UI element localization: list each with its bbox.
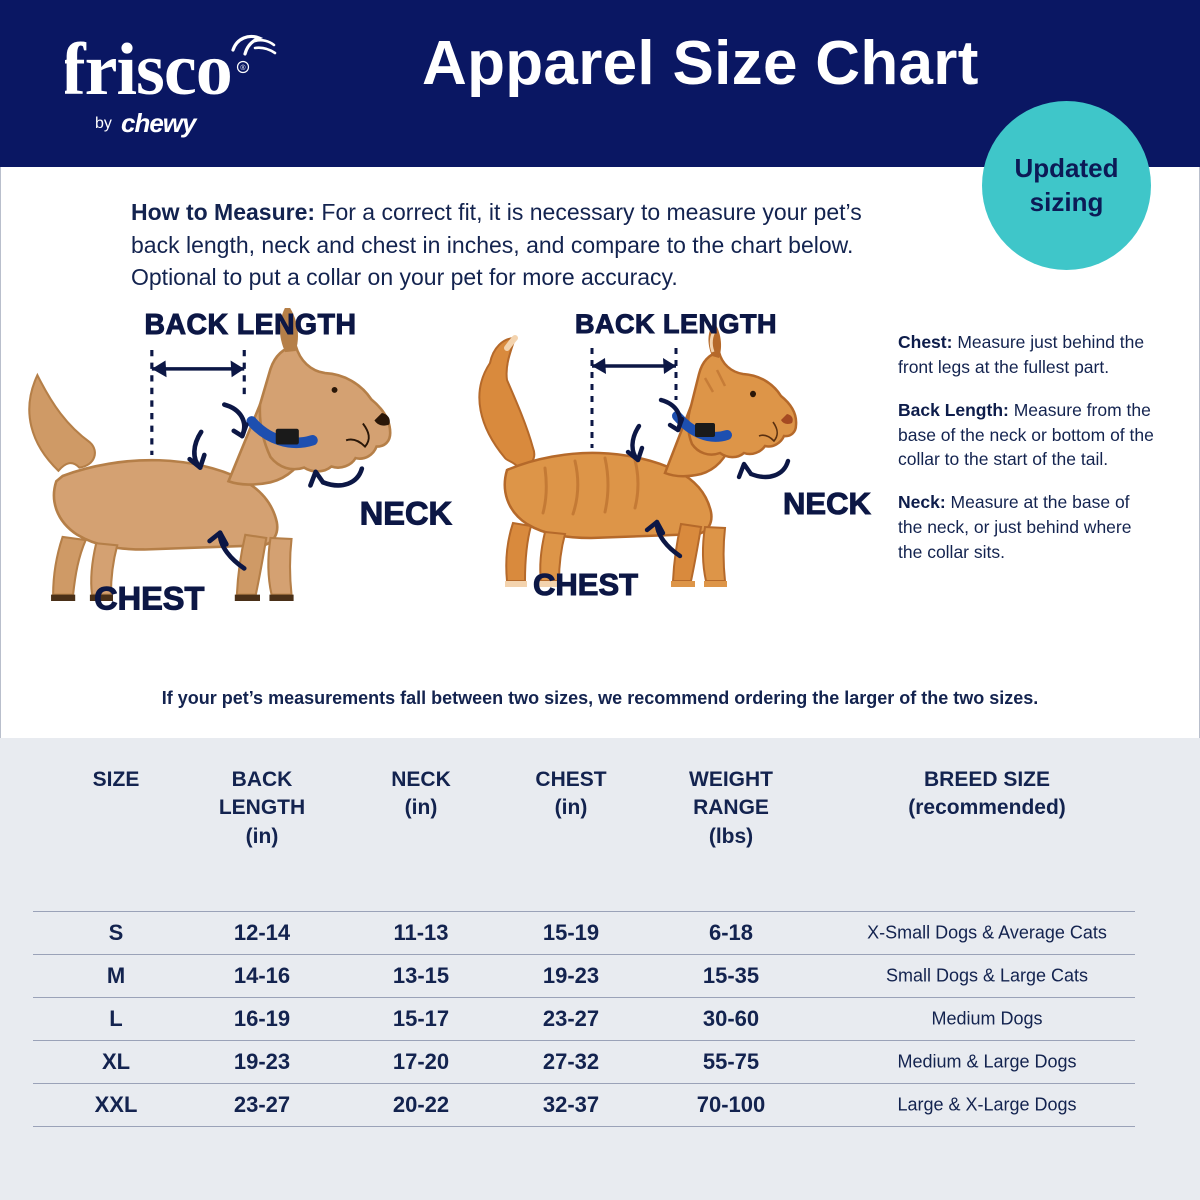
svg-text:BACK LENGTH: BACK LENGTH xyxy=(145,309,357,341)
svg-text:NECK: NECK xyxy=(360,495,453,531)
svg-text:CHEST: CHEST xyxy=(533,567,638,602)
svg-text:chewy: chewy xyxy=(121,108,198,138)
svg-text:BACK LENGTH: BACK LENGTH xyxy=(575,309,777,339)
svg-text:frisco: frisco xyxy=(65,29,232,111)
svg-text:®: ® xyxy=(240,64,246,72)
svg-text:NECK: NECK xyxy=(783,486,871,521)
svg-text:by: by xyxy=(95,115,112,132)
svg-text:CHEST: CHEST xyxy=(94,580,204,616)
